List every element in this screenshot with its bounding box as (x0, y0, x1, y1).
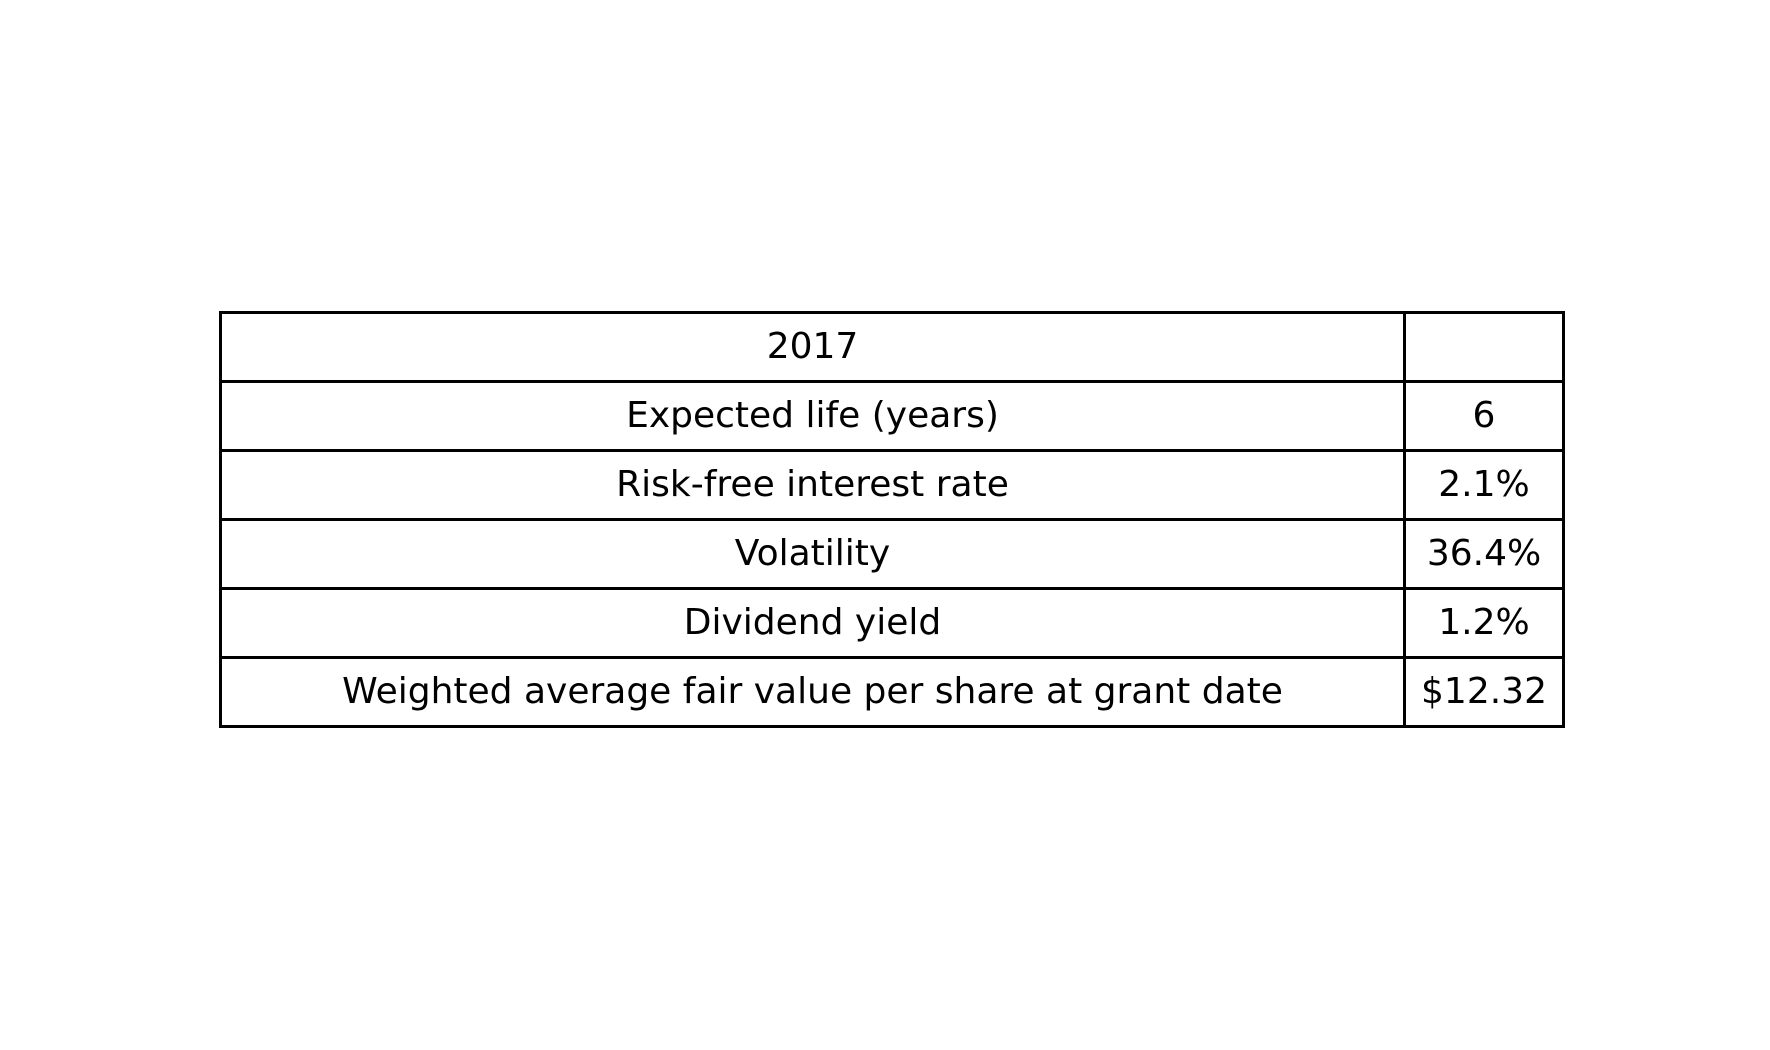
table-row-header: 2017 (219, 311, 1565, 383)
row-value-cell: 36.4% (1403, 518, 1565, 590)
row-value-cell: 1.2% (1403, 587, 1565, 659)
table-row: Volatility 36.4% (219, 518, 1565, 590)
assumptions-table: 2017 Expected life (years) 6 Risk-free i… (219, 311, 1565, 728)
row-label-cell: Risk-free interest rate (219, 449, 1406, 521)
year-header-cell: 2017 (219, 311, 1406, 383)
table-row: Risk-free interest rate 2.1% (219, 449, 1565, 521)
table-row: Expected life (years) 6 (219, 380, 1565, 452)
row-label-cell: Weighted average fair value per share at… (219, 656, 1406, 728)
row-value-cell: 2.1% (1403, 449, 1565, 521)
row-label-cell: Dividend yield (219, 587, 1406, 659)
row-label-cell: Volatility (219, 518, 1406, 590)
row-label-cell: Expected life (years) (219, 380, 1406, 452)
row-value-cell: $12.32 (1403, 656, 1565, 728)
table-row: Weighted average fair value per share at… (219, 656, 1565, 728)
table-row: Dividend yield 1.2% (219, 587, 1565, 659)
year-value-cell (1403, 311, 1565, 383)
row-value-cell: 6 (1403, 380, 1565, 452)
